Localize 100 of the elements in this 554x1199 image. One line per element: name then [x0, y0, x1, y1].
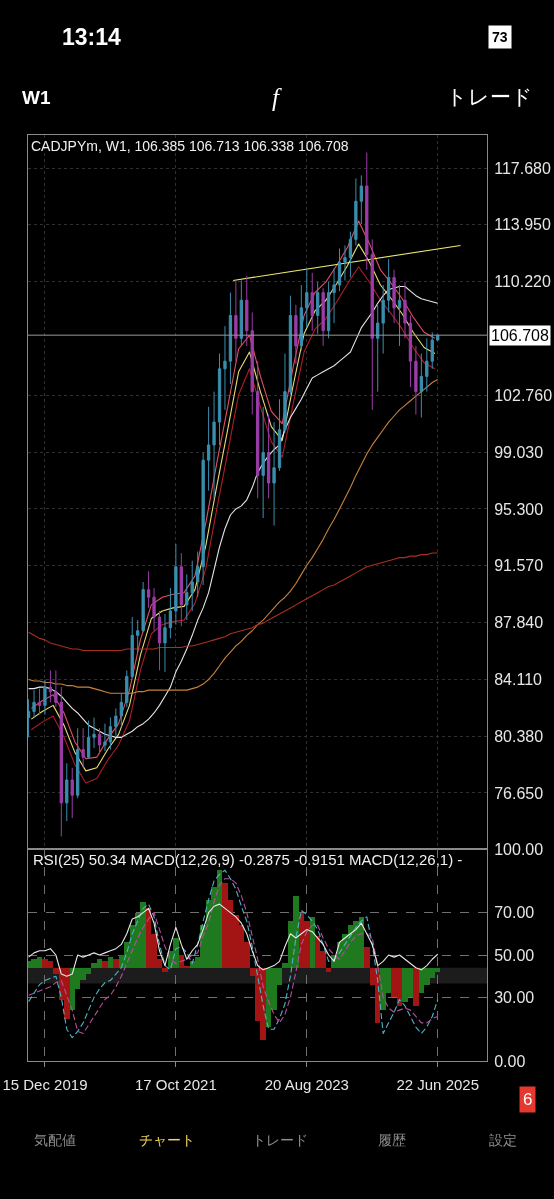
candlestick — [54, 669, 58, 708]
x-tick-label: 22 Jun 2025 — [396, 1076, 479, 1093]
bar — [413, 968, 419, 1006]
candlestick — [310, 272, 314, 332]
candlestick — [48, 669, 53, 703]
chart-title: CADJPYm, W1, 106.385 106.713 106.338 106.708 — [31, 137, 349, 154]
candlestick — [157, 610, 162, 671]
bar — [326, 968, 331, 972]
candlestick — [305, 267, 309, 329]
text: 気配値 — [34, 1132, 76, 1148]
y-tick-label: 84.110 — [494, 670, 543, 688]
candlestick — [196, 551, 200, 598]
y-tick-label: 50.00 — [494, 946, 535, 964]
candlestick — [217, 353, 222, 446]
candlestick — [43, 678, 47, 716]
candlestick — [359, 174, 363, 225]
text: トレード — [252, 1132, 308, 1148]
y-tick-label: 95.300 — [494, 500, 544, 518]
y-tick-label: 76.650 — [494, 784, 544, 802]
candlestick — [103, 723, 107, 752]
candlestick — [414, 345, 418, 415]
y-tick-label: 0.00 — [494, 1052, 526, 1070]
line-series — [28, 552, 439, 652]
chart-title: RSI(25) 50.34 MACD(12,26,9) -0.2875 -0.9151 MACD(12,26,1) - — [33, 851, 463, 868]
candlestick — [163, 613, 167, 673]
text: 13:14 — [62, 24, 122, 50]
candlestick — [97, 727, 102, 755]
x-tick-label: 17 Oct 2021 — [135, 1076, 217, 1093]
bar — [113, 959, 119, 968]
candlestick — [326, 281, 331, 339]
bar — [162, 968, 168, 972]
candlestick — [392, 269, 396, 324]
candlestick — [70, 767, 74, 819]
y-tick-label: 113.950 — [494, 216, 551, 234]
y-tick-label: 91.570 — [494, 557, 544, 575]
candlestick — [168, 587, 173, 639]
candlestick — [65, 762, 69, 822]
x-tick-label: 15 Dec 2019 — [2, 1076, 88, 1093]
bar — [310, 917, 315, 968]
line-series — [28, 903, 439, 977]
candlestick — [386, 258, 391, 313]
bar — [108, 957, 113, 968]
candlestick — [146, 570, 151, 609]
candlestick — [108, 717, 113, 751]
candlestick — [332, 267, 336, 324]
candlestick — [239, 279, 243, 347]
candlestick — [277, 398, 282, 472]
text: W1 — [22, 87, 51, 108]
x-tick-label: 20 Aug 2023 — [264, 1076, 349, 1093]
candlestick — [179, 552, 183, 627]
candlestick — [348, 231, 353, 278]
candlestick — [261, 406, 265, 519]
candlestick — [114, 707, 118, 737]
text: チャート — [139, 1132, 195, 1148]
candlestick — [37, 688, 42, 716]
text: 73 — [492, 29, 508, 45]
candlestick — [174, 543, 178, 626]
text: f — [272, 84, 282, 111]
candlestick — [28, 698, 31, 738]
candlestick — [228, 292, 233, 385]
candlestick — [234, 279, 238, 362]
candlestick — [86, 720, 91, 760]
candlestick — [321, 287, 325, 347]
bar — [102, 961, 108, 968]
y-tick-label: 70.00 — [494, 904, 535, 922]
candlestick — [81, 727, 85, 769]
y-tick-label: 80.380 — [494, 727, 544, 745]
candlestick — [223, 325, 227, 411]
candlestick — [403, 281, 407, 339]
candlestick — [201, 452, 205, 586]
candlestick — [316, 281, 320, 335]
candlestick — [59, 686, 63, 837]
line-series — [28, 378, 439, 694]
candlestick — [141, 581, 145, 633]
y-tick-label: 102.760 — [494, 386, 553, 404]
y-tick-label: 30.00 — [494, 989, 535, 1006]
candlestick — [266, 413, 271, 499]
y-tick-label: 99.030 — [494, 443, 544, 461]
candlestick — [206, 406, 211, 492]
text: トレード — [446, 85, 533, 109]
candlestick — [288, 295, 293, 396]
text: 履歴 — [378, 1132, 406, 1148]
y-tick-label: 87.840 — [494, 614, 544, 632]
candlestick — [299, 284, 303, 352]
y-tick-label: 117.680 — [494, 159, 551, 177]
candlestick — [119, 692, 123, 728]
bar — [364, 947, 370, 968]
text: 設定 — [489, 1132, 517, 1148]
candlestick — [354, 177, 358, 246]
candlestick — [337, 247, 342, 292]
candlestick — [408, 314, 413, 388]
candlestick — [212, 391, 216, 499]
candlestick — [152, 587, 156, 632]
candlestick — [397, 284, 402, 347]
candlestick — [92, 717, 96, 749]
text: 6 — [523, 1090, 533, 1109]
candlestick — [32, 689, 36, 719]
y-tick-label: 110.220 — [494, 273, 551, 291]
candlestick — [76, 727, 80, 799]
candlestick — [419, 353, 423, 419]
